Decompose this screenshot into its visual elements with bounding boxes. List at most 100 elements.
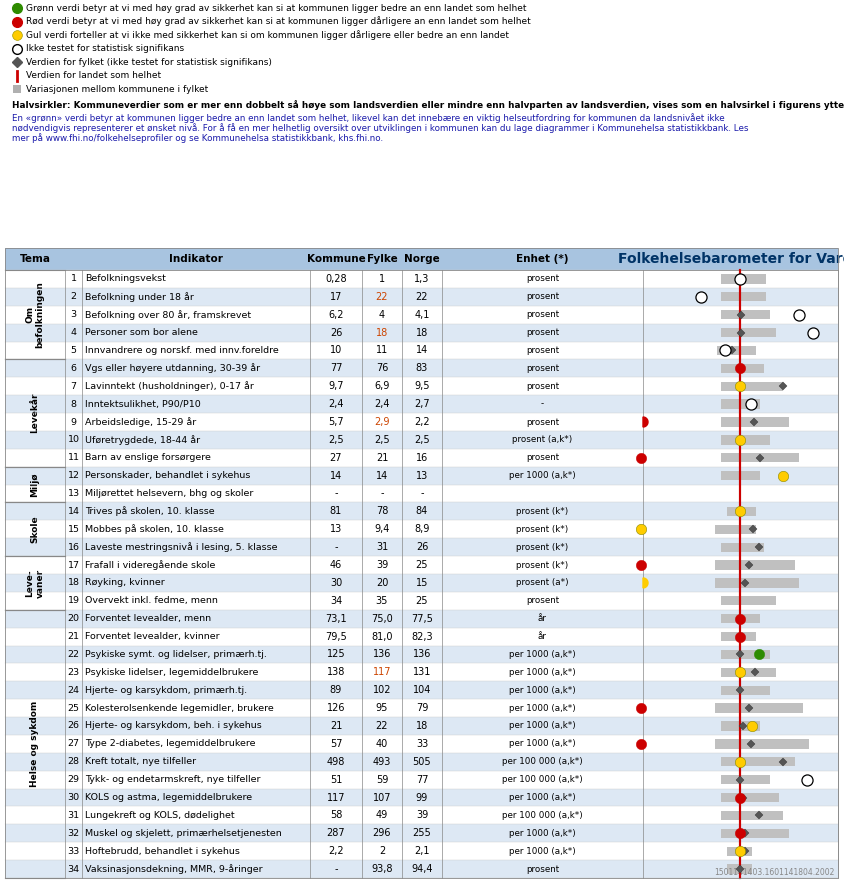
Text: Røyking, kvinner: Røyking, kvinner xyxy=(85,579,165,587)
Text: Ikke testet for statistisk signifikans: Ikke testet for statistisk signifikans xyxy=(26,44,184,53)
Text: 79,5: 79,5 xyxy=(325,632,347,641)
Text: Verdien for fylket (ikke testet for statistisk signifikans): Verdien for fylket (ikke testet for stat… xyxy=(26,58,272,66)
Bar xyxy=(714,703,802,712)
Text: Kommune: Kommune xyxy=(306,254,365,264)
Bar xyxy=(5,248,642,270)
Bar xyxy=(720,364,763,373)
Text: prosent: prosent xyxy=(525,292,559,301)
Text: Forventet levealder, kvinner: Forventet levealder, kvinner xyxy=(85,632,219,641)
Text: Hjerte- og karsykdom, beh. i sykehus: Hjerte- og karsykdom, beh. i sykehus xyxy=(85,721,262,730)
Text: Skole: Skole xyxy=(30,516,40,543)
Bar xyxy=(5,323,837,341)
Text: Helse og sykdom: Helse og sykdom xyxy=(30,701,40,787)
Text: 104: 104 xyxy=(413,685,430,696)
Text: 2: 2 xyxy=(70,292,77,301)
Bar xyxy=(720,542,763,552)
Text: -: - xyxy=(334,488,338,499)
Bar xyxy=(642,248,837,270)
Text: 25: 25 xyxy=(415,595,428,606)
Text: Fylke: Fylke xyxy=(366,254,397,264)
Text: per 100 000 (a,k*): per 100 000 (a,k*) xyxy=(501,758,582,766)
Polygon shape xyxy=(642,417,647,427)
Text: 138: 138 xyxy=(327,667,345,678)
Text: per 1000 (a,k*): per 1000 (a,k*) xyxy=(509,721,576,730)
Bar xyxy=(720,310,769,319)
Text: 136: 136 xyxy=(372,649,391,659)
Text: prosent: prosent xyxy=(525,454,559,462)
Text: prosent: prosent xyxy=(525,346,559,355)
Bar xyxy=(5,860,837,878)
Text: per 1000 (a,k*): per 1000 (a,k*) xyxy=(509,668,576,677)
Text: 58: 58 xyxy=(329,811,342,820)
Bar xyxy=(5,806,837,824)
Text: Hoftebrudd, behandlet i sykehus: Hoftebrudd, behandlet i sykehus xyxy=(85,847,240,856)
Text: 2,5: 2,5 xyxy=(374,435,389,445)
Text: per 1000 (a,k*): per 1000 (a,k*) xyxy=(509,828,576,838)
Bar xyxy=(5,431,837,449)
Text: Vaksinasjonsdekning, MMR, 9-åringer: Vaksinasjonsdekning, MMR, 9-åringer xyxy=(85,864,262,874)
Text: 25: 25 xyxy=(415,560,428,570)
Text: 15: 15 xyxy=(68,525,79,533)
Text: 22: 22 xyxy=(415,291,428,302)
Text: prosent: prosent xyxy=(525,382,559,391)
Text: 77: 77 xyxy=(415,774,428,785)
Text: 131: 131 xyxy=(413,667,430,678)
Text: Om
befolkningen: Om befolkningen xyxy=(25,281,45,348)
Text: Enhet (*): Enhet (*) xyxy=(516,254,568,264)
Text: 16: 16 xyxy=(415,453,428,462)
Text: 18: 18 xyxy=(376,328,387,338)
Text: per 100 000 (a,k*): per 100 000 (a,k*) xyxy=(501,811,582,820)
Text: 26: 26 xyxy=(415,542,428,552)
Text: Trives på skolen, 10. klasse: Trives på skolen, 10. klasse xyxy=(85,507,214,517)
Bar xyxy=(714,561,794,570)
Text: Befolkning over 80 år, framskrevet: Befolkning over 80 år, framskrevet xyxy=(85,310,251,320)
Text: 34: 34 xyxy=(68,865,79,874)
Text: Kreft totalt, nye tilfeller: Kreft totalt, nye tilfeller xyxy=(85,758,196,766)
Text: Miljø: Miljø xyxy=(30,472,40,497)
Bar xyxy=(5,681,837,699)
Text: Rød verdi betyr at vi med høy grad av sikkerhet kan si at kommunen ligger dårlig: Rød verdi betyr at vi med høy grad av si… xyxy=(26,17,530,27)
Text: 126: 126 xyxy=(327,703,345,713)
Bar xyxy=(717,346,755,355)
Text: Tykk- og endetarmskreft, nye tilfeller: Tykk- og endetarmskreft, nye tilfeller xyxy=(85,775,260,784)
Text: Type 2-diabetes, legemiddelbrukere: Type 2-diabetes, legemiddelbrukere xyxy=(85,740,255,749)
Text: prosent (k*): prosent (k*) xyxy=(516,525,568,533)
Text: Personer som bor alene: Personer som bor alene xyxy=(85,328,197,337)
Bar xyxy=(5,824,837,843)
Bar xyxy=(720,417,788,427)
Text: 29: 29 xyxy=(68,775,79,784)
Bar xyxy=(720,614,759,624)
Text: 27: 27 xyxy=(68,740,79,749)
Bar xyxy=(5,843,837,860)
Bar xyxy=(726,865,751,874)
Text: 6: 6 xyxy=(70,364,77,373)
Bar xyxy=(5,395,837,413)
Text: Verdien for landet som helhet: Verdien for landet som helhet xyxy=(26,71,161,80)
Text: 136: 136 xyxy=(413,649,430,659)
Text: 21: 21 xyxy=(68,632,79,641)
Text: Psykiske symt. og lidelser, primærh.tj.: Psykiske symt. og lidelser, primærh.tj. xyxy=(85,650,267,659)
Bar xyxy=(5,771,837,789)
Text: Gul verdi forteller at vi ikke med sikkerhet kan si om kommunen ligger dårligere: Gul verdi forteller at vi ikke med sikke… xyxy=(26,30,508,40)
Bar xyxy=(5,574,837,592)
Text: Kolesterolsenkende legemidler, brukere: Kolesterolsenkende legemidler, brukere xyxy=(85,703,273,712)
Bar xyxy=(5,467,837,485)
Text: 6,9: 6,9 xyxy=(374,381,389,392)
Bar xyxy=(720,292,765,301)
Text: 31: 31 xyxy=(68,811,79,820)
Text: 33: 33 xyxy=(415,739,428,749)
Text: 19: 19 xyxy=(68,596,79,605)
Text: 9,7: 9,7 xyxy=(327,381,344,392)
Text: 59: 59 xyxy=(376,774,387,785)
Text: 94,4: 94,4 xyxy=(411,864,432,874)
Text: 107: 107 xyxy=(372,793,391,803)
Text: Lavinntekt (husholdninger), 0-17 år: Lavinntekt (husholdninger), 0-17 år xyxy=(85,381,253,392)
Bar xyxy=(714,525,755,534)
Text: 14: 14 xyxy=(376,470,387,480)
Text: 22: 22 xyxy=(376,291,387,302)
Bar xyxy=(5,753,837,771)
Text: 7: 7 xyxy=(70,382,77,391)
Text: per 1000 (a,k*): per 1000 (a,k*) xyxy=(509,471,576,480)
Text: 28: 28 xyxy=(68,758,79,766)
Text: 21: 21 xyxy=(329,721,342,731)
